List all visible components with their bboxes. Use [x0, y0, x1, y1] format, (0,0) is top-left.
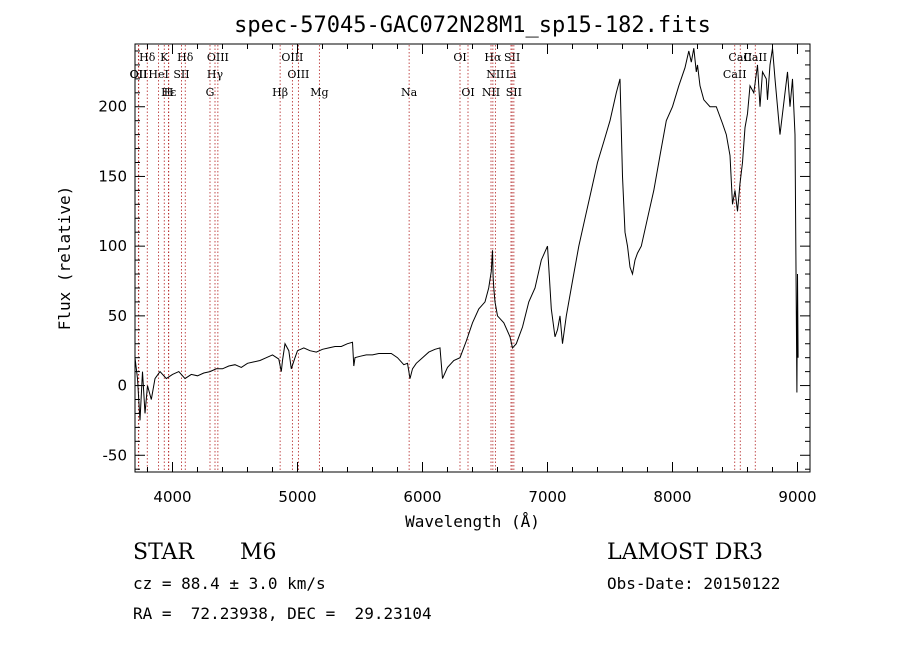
- line-marker-label: Hγ: [207, 68, 224, 81]
- x-tick-label: 7000: [528, 488, 566, 506]
- line-marker-label: OI: [461, 86, 474, 99]
- line-marker-label: Hβ: [272, 86, 288, 99]
- line-marker-label: K: [160, 51, 169, 64]
- line-marker-label: Hδ: [177, 51, 194, 64]
- line-marker-label: NII: [486, 68, 504, 81]
- y-tick-label: 150: [98, 167, 127, 185]
- x-tick-label: 5000: [278, 488, 316, 506]
- y-tick-label: -50: [103, 446, 128, 464]
- subclass-label: M6: [240, 540, 277, 565]
- line-marker-label: OIII: [207, 51, 229, 64]
- line-marker-label: G: [206, 86, 215, 99]
- x-tick-label: 4000: [153, 488, 191, 506]
- redshift-label: cz = 88.4 ± 3.0 km/s: [133, 574, 326, 593]
- y-tick-label: 100: [98, 237, 127, 255]
- line-marker-label: NII: [482, 86, 500, 99]
- line-marker-label: CaII: [728, 51, 752, 64]
- line-marker-label: CaII: [743, 51, 767, 64]
- line-marker-label: H: [164, 86, 174, 99]
- y-axis-label: Flux (relative): [55, 186, 74, 331]
- line-marker-label: Hε: [161, 86, 177, 99]
- spectrum-line: [134, 48, 799, 421]
- line-marker-label: Mg: [310, 86, 328, 99]
- y-tick-label: 0: [117, 377, 127, 395]
- y-tick-label: 200: [98, 98, 127, 116]
- line-marker-label: SII: [173, 68, 189, 81]
- y-tick-label: 50: [108, 307, 127, 325]
- line-marker-label: OI: [453, 51, 466, 64]
- line-marker-label: OII: [130, 68, 148, 81]
- line-marker-label: SII: [506, 86, 522, 99]
- plot-frame: [134, 43, 811, 473]
- object-class-label: STAR: [133, 540, 194, 565]
- survey-label: LAMOST DR3: [607, 540, 763, 565]
- coords-label: RA = 72.23938, DEC = 29.23104: [133, 604, 432, 623]
- line-marker-label: OIII: [287, 68, 309, 81]
- x-axis-label: Wavelength (Å): [405, 512, 540, 531]
- line-marker-label: Na: [401, 86, 418, 99]
- x-tick-label: 6000: [403, 488, 441, 506]
- line-marker-label: HeI: [148, 68, 168, 81]
- line-marker-label: Hδ: [139, 51, 156, 64]
- obs-date-label: Obs-Date: 20150122: [607, 574, 781, 593]
- chart-title: spec-57045-GAC072N28M1_sp15-182.fits: [234, 13, 711, 38]
- line-marker-label: Hα: [484, 51, 502, 64]
- x-tick-label: 9000: [778, 488, 816, 506]
- line-marker-label: SII: [504, 51, 520, 64]
- line-marker-label: Li: [506, 68, 517, 81]
- line-marker-label: OIII: [281, 51, 303, 64]
- x-tick-label: 8000: [653, 488, 691, 506]
- line-marker-label: CaII: [723, 68, 747, 81]
